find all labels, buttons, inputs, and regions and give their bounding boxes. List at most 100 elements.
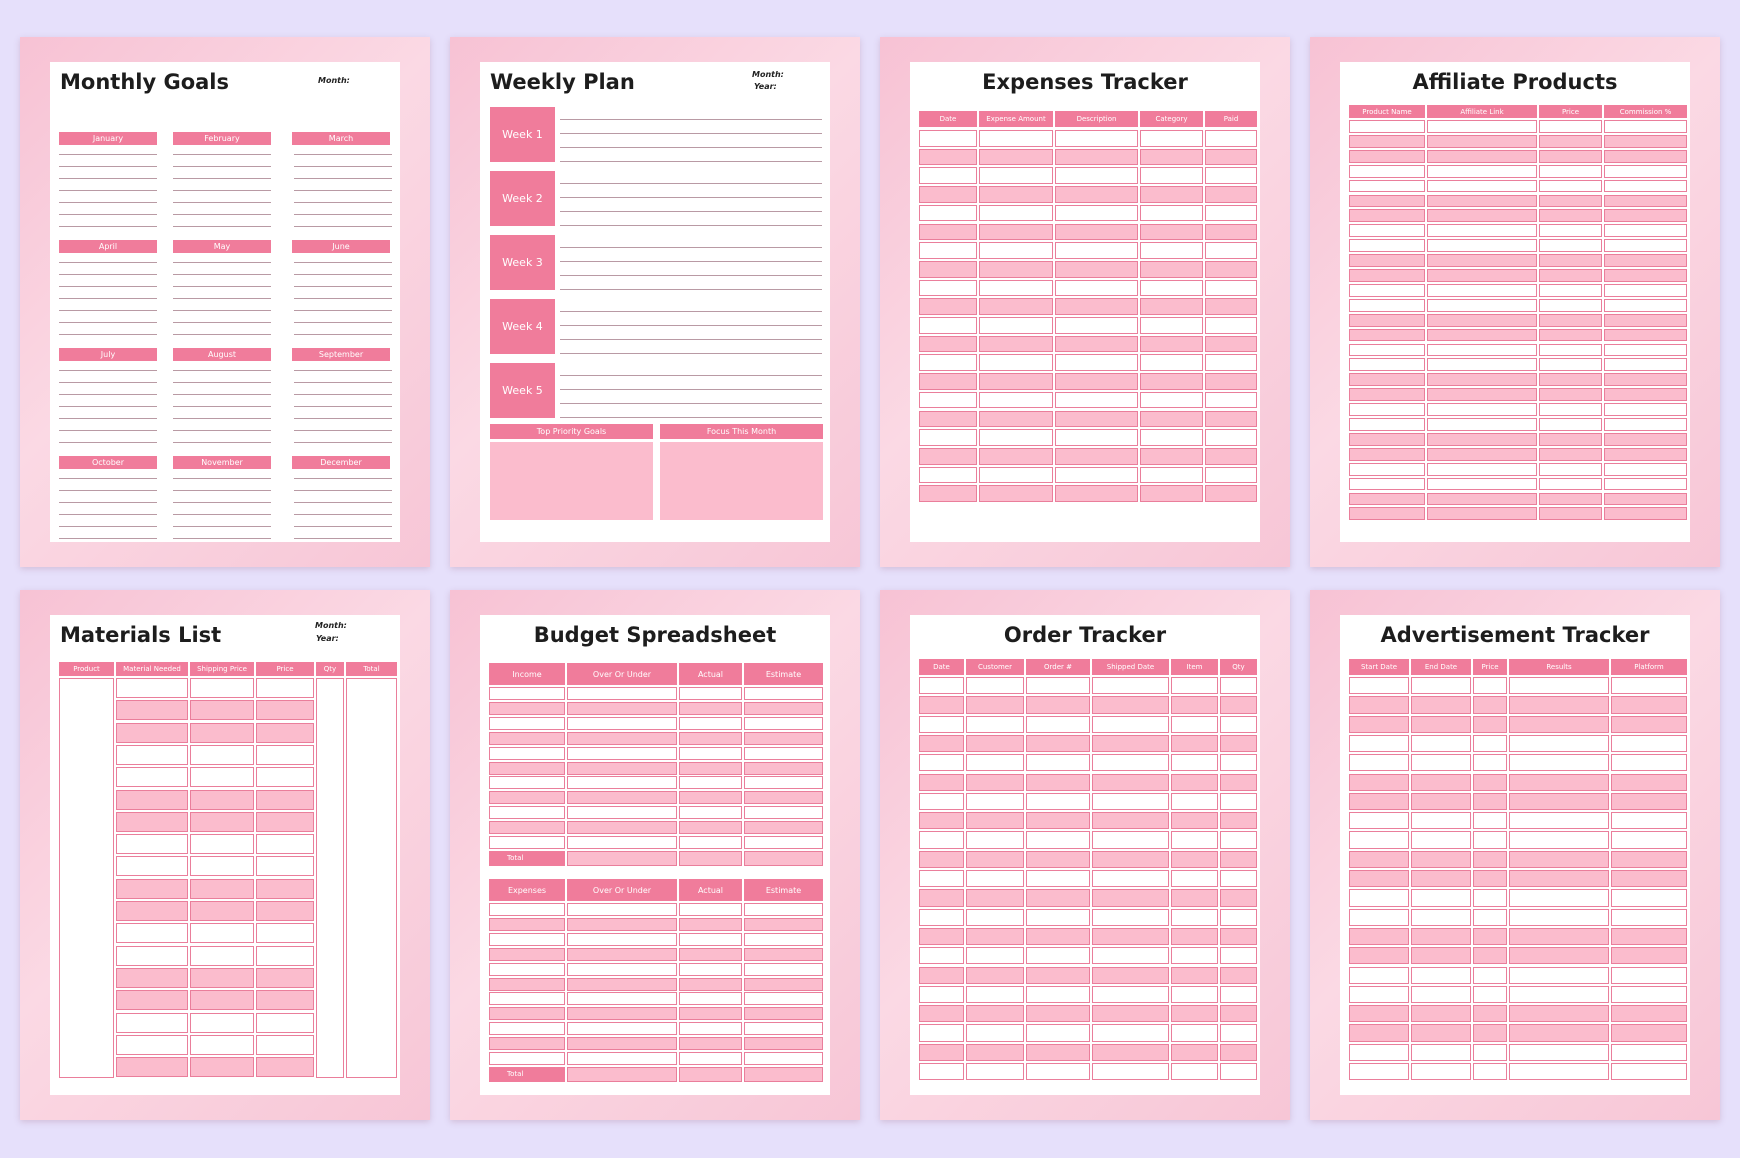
order-cell xyxy=(1092,908,1169,926)
materials-cell xyxy=(116,811,188,832)
order-cell xyxy=(966,812,1024,830)
advert-cell xyxy=(1509,985,1609,1004)
plan-line xyxy=(560,119,822,120)
affiliate-cell xyxy=(1604,283,1687,297)
budget-cell xyxy=(679,932,742,946)
advert-cell xyxy=(1349,754,1409,772)
order-cell xyxy=(966,889,1024,907)
expenses-cell xyxy=(979,242,1053,259)
order-cell xyxy=(1026,966,1090,984)
affiliate-cell xyxy=(1349,164,1425,178)
affiliate-cell xyxy=(1427,164,1537,178)
expenses-cell xyxy=(979,148,1053,166)
advert-cell xyxy=(1509,1043,1609,1061)
affiliate-cell xyxy=(1604,209,1687,223)
advert-cell xyxy=(1349,831,1409,849)
expenses-cell xyxy=(1205,186,1257,203)
goal-line xyxy=(173,526,271,527)
materials-cell xyxy=(116,878,188,899)
budget-cell xyxy=(744,791,823,805)
goal-line xyxy=(59,214,157,215)
expenses-cell xyxy=(1055,447,1138,465)
affiliate-cell xyxy=(1539,462,1602,476)
materials-header-1: Material Needed xyxy=(116,662,188,676)
order-cell xyxy=(1026,715,1090,733)
advert-cell xyxy=(1509,850,1609,868)
expenses-cell xyxy=(1205,335,1257,353)
affiliate-cell xyxy=(1604,477,1687,491)
expenses-cell xyxy=(1140,410,1203,428)
budget-header-3: Estimate xyxy=(744,879,823,901)
budget-cell xyxy=(489,701,565,715)
advert-cell xyxy=(1411,677,1471,695)
budget-cell xyxy=(489,932,565,946)
weekly-plan-page: Weekly Plan Month: Year: Week 1 Week 2 Wee… xyxy=(450,37,860,567)
expenses-cell xyxy=(1140,298,1203,315)
budget-cell xyxy=(567,806,677,820)
materials-cell xyxy=(190,856,254,877)
affiliate-cell xyxy=(1539,403,1602,416)
plan-line xyxy=(560,133,822,134)
expenses-cell xyxy=(1055,148,1138,166)
advert-cell xyxy=(1611,850,1687,868)
materials-cell xyxy=(190,744,254,765)
goal-line xyxy=(294,322,392,323)
affiliate-cell xyxy=(1539,388,1602,402)
expenses-cell xyxy=(919,447,977,465)
month-header: January xyxy=(59,132,157,145)
goal-line xyxy=(294,514,392,515)
affiliate-cell xyxy=(1349,418,1425,431)
budget-cell xyxy=(679,821,742,835)
budget-cell xyxy=(679,701,742,715)
order-cell xyxy=(1171,715,1218,733)
order-cell xyxy=(1026,927,1090,946)
order-cell xyxy=(1171,754,1218,772)
affiliate-cell xyxy=(1604,432,1687,446)
order-cell xyxy=(1026,792,1090,811)
month-header: November xyxy=(173,456,271,469)
year-label: Year: xyxy=(754,82,777,91)
advert-cell xyxy=(1411,870,1471,888)
advert-cell xyxy=(1411,773,1471,791)
materials-cell xyxy=(190,722,254,743)
expenses-cell xyxy=(919,130,977,147)
order-cell xyxy=(1026,754,1090,772)
advert-cell xyxy=(1411,1063,1471,1081)
order-header-0: Date xyxy=(919,659,964,675)
affiliate-cell xyxy=(1539,358,1602,372)
order-cell xyxy=(1171,947,1218,965)
order-cell xyxy=(1220,850,1257,868)
expenses-cell xyxy=(979,335,1053,353)
expenses-cell xyxy=(1140,466,1203,484)
goal-line xyxy=(173,502,271,503)
materials-list-sheet: Materials List Month: Year: Product Mater… xyxy=(50,615,400,1095)
budget-cell xyxy=(489,806,565,820)
advert-cell xyxy=(1509,773,1609,791)
goal-line xyxy=(59,154,157,155)
expenses-cell xyxy=(1205,148,1257,166)
advert-cell xyxy=(1411,1024,1471,1042)
goal-line xyxy=(294,394,392,395)
advert-cell xyxy=(1473,966,1507,984)
budget-cell xyxy=(679,947,742,961)
materials-cell xyxy=(190,967,254,988)
order-cell xyxy=(919,947,964,965)
affiliate-cell xyxy=(1539,313,1602,327)
advert-cell xyxy=(1473,1005,1507,1023)
order-cell xyxy=(1220,754,1257,772)
affiliate-cell xyxy=(1427,432,1537,446)
affiliate-products-sheet: Affiliate Products Product Name Affiliate… xyxy=(1340,62,1690,542)
materials-header-3: Price xyxy=(256,662,314,676)
advertisement-tracker-page: Advertisement Tracker Start Date End Date… xyxy=(1310,590,1720,1120)
materials-cell xyxy=(256,1012,314,1033)
budget-cell xyxy=(744,761,823,775)
goal-line xyxy=(173,202,271,203)
order-header-3: Shipped Date xyxy=(1092,659,1169,675)
budget-cell xyxy=(744,731,823,745)
budget-header-3: Estimate xyxy=(744,663,823,685)
goal-line xyxy=(59,514,157,515)
order-cell xyxy=(1220,1005,1257,1023)
plan-line xyxy=(560,375,822,376)
goal-line xyxy=(294,154,392,155)
order-cell xyxy=(919,966,964,984)
